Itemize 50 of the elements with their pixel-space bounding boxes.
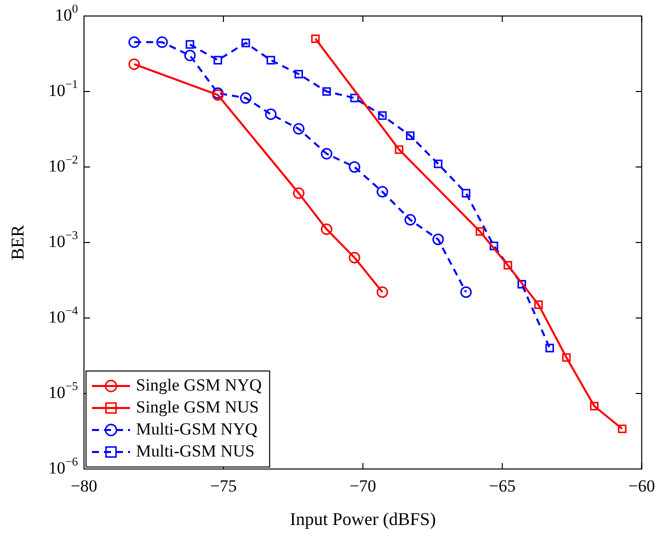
point (618, 424, 626, 434)
point (214, 56, 222, 64)
x-tick-label: −75 (210, 476, 237, 496)
point (545, 344, 554, 352)
point (378, 111, 387, 120)
point (311, 34, 320, 44)
point (240, 92, 252, 104)
point (322, 87, 331, 96)
point (265, 108, 277, 120)
x-axis-title: Input Power (dBFS) (290, 508, 436, 529)
point (462, 188, 470, 198)
point (292, 123, 304, 135)
legend-label: Single GSM NUS (136, 397, 259, 416)
point (518, 280, 526, 289)
x-tick-label: −80 (70, 476, 98, 496)
point (348, 161, 360, 173)
point (376, 186, 388, 198)
point (292, 187, 304, 199)
point (476, 227, 484, 236)
point (490, 242, 498, 250)
point (434, 160, 442, 168)
x-tick-label: −65 (488, 476, 516, 496)
point (294, 70, 304, 78)
point (320, 148, 332, 160)
x-tick-label: −60 (628, 476, 656, 496)
legend-label: Multi-GSM NUS (136, 441, 255, 460)
legend-label: Single GSM NYQ (136, 375, 262, 394)
point (406, 131, 415, 140)
point (376, 286, 388, 298)
legend-label: Multi-GSM NYQ (136, 419, 258, 438)
point (184, 50, 196, 62)
point (590, 402, 599, 410)
point (320, 223, 332, 235)
point (266, 56, 276, 64)
point (460, 286, 472, 298)
point (128, 58, 140, 70)
point (404, 214, 416, 226)
point (350, 94, 359, 102)
y-axis-title: BER (8, 224, 28, 260)
point (241, 38, 250, 48)
point (562, 353, 571, 362)
x-tick-label: −70 (350, 476, 376, 496)
point (156, 36, 168, 48)
point (128, 36, 140, 48)
point (394, 145, 404, 154)
point (348, 252, 360, 264)
point (534, 300, 543, 309)
point (432, 234, 444, 246)
point (186, 40, 194, 49)
point (504, 260, 512, 270)
